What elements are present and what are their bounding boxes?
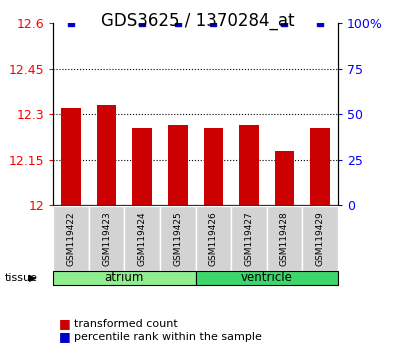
Text: GDS3625 / 1370284_at: GDS3625 / 1370284_at bbox=[101, 12, 294, 30]
Text: tissue: tissue bbox=[5, 273, 38, 283]
Text: GSM119426: GSM119426 bbox=[209, 211, 218, 266]
Text: percentile rank within the sample: percentile rank within the sample bbox=[74, 332, 262, 342]
Text: GSM119422: GSM119422 bbox=[67, 211, 75, 266]
Bar bbox=[61, 108, 81, 205]
Bar bbox=[132, 128, 152, 205]
Text: GSM119428: GSM119428 bbox=[280, 211, 289, 266]
Text: transformed count: transformed count bbox=[74, 319, 178, 329]
Text: GSM119424: GSM119424 bbox=[138, 211, 147, 266]
Text: atrium: atrium bbox=[105, 272, 144, 284]
Text: GSM119423: GSM119423 bbox=[102, 211, 111, 266]
Text: GSM119425: GSM119425 bbox=[173, 211, 182, 266]
Text: ■: ■ bbox=[59, 318, 71, 330]
Bar bbox=[97, 105, 117, 205]
Text: ■: ■ bbox=[59, 331, 71, 343]
Bar bbox=[275, 150, 294, 205]
Text: GSM119429: GSM119429 bbox=[316, 211, 324, 266]
Bar bbox=[168, 125, 188, 205]
Bar bbox=[203, 128, 223, 205]
Text: ventricle: ventricle bbox=[241, 272, 293, 284]
Text: ▶: ▶ bbox=[29, 273, 37, 283]
Text: GSM119427: GSM119427 bbox=[245, 211, 253, 266]
Bar bbox=[310, 128, 330, 205]
Bar bbox=[239, 125, 259, 205]
